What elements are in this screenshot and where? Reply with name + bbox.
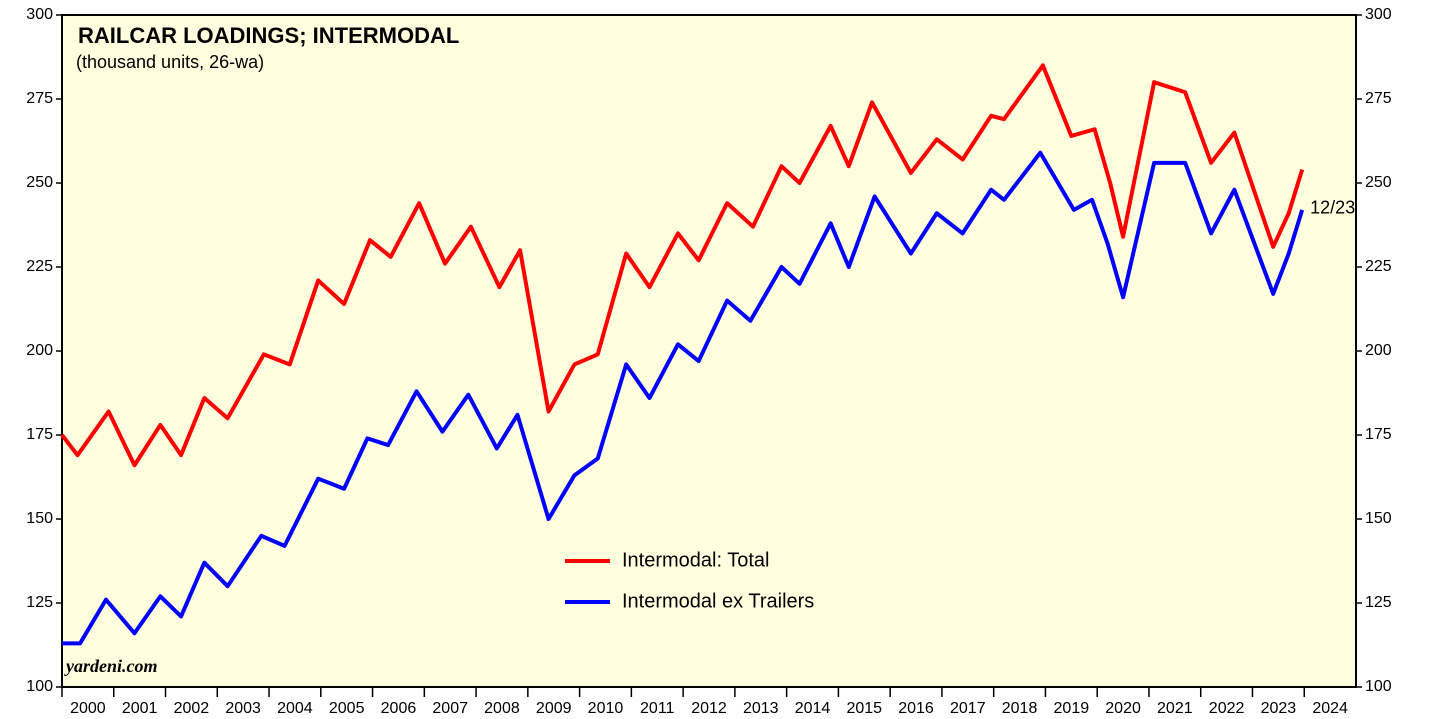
legend-label: Intermodal: Total — [622, 549, 770, 571]
line — [60, 63, 1305, 468]
x-tick-label: 2004 — [277, 700, 313, 717]
x-tick-label: 2021 — [1157, 700, 1193, 717]
y2-tick-label: 100 — [1365, 678, 1392, 695]
y-tick-label: 250 — [26, 174, 53, 191]
x-tick-label: 2001 — [122, 700, 158, 717]
chart-subtitle: (thousand units, 26-wa) — [76, 52, 264, 72]
x-tick-label: 2005 — [329, 700, 365, 717]
y-tick-label: 275 — [26, 90, 53, 107]
x-tick-label: 2024 — [1312, 700, 1348, 717]
x-tick-label: 2017 — [950, 700, 986, 717]
y2-tick-label: 225 — [1365, 258, 1392, 275]
source: yardeni.com — [64, 656, 158, 676]
y-tick-label: 175 — [26, 426, 53, 443]
plot-background — [62, 15, 1356, 687]
x-tick-label: 2011 — [640, 700, 675, 717]
line — [62, 150, 1305, 646]
y2-tick-label: 200 — [1365, 342, 1392, 359]
legend-label: Intermodal ex Trailers — [622, 590, 814, 612]
x-tick-label: 2007 — [432, 700, 468, 717]
x-tick-label: 2010 — [588, 700, 624, 717]
x-tick-label: 2018 — [1002, 700, 1038, 717]
x-tick-label: 2002 — [174, 700, 210, 717]
x-tick-label: 2015 — [846, 700, 882, 717]
y-tick-label: 125 — [26, 594, 53, 611]
y2-tick-label: 175 — [1365, 426, 1392, 443]
x-tick-label: 2014 — [795, 700, 831, 717]
x-tick-label: 2022 — [1209, 700, 1245, 717]
y2-tick-label: 150 — [1365, 510, 1392, 527]
x-tick-label: 2009 — [536, 700, 572, 717]
x-tick-label: 2006 — [381, 700, 417, 717]
x-tick-label: 2008 — [484, 700, 520, 717]
y-tick-label: 225 — [26, 258, 53, 275]
x-tick-label: 2013 — [743, 700, 779, 717]
y-tick-label: 300 — [26, 6, 53, 23]
x-tick-label: 2019 — [1054, 700, 1090, 717]
y-tick-label: 150 — [26, 510, 53, 527]
annotation: 12/23 — [1310, 198, 1355, 218]
plot-frame — [61, 14, 1357, 688]
x-tick-label: 2003 — [225, 700, 261, 717]
x-tick-label: 2000 — [70, 700, 106, 717]
chart-title: RAILCAR LOADINGS; INTERMODAL — [78, 23, 459, 48]
y2-tick-label: 125 — [1365, 594, 1392, 611]
x-tick-label: 2012 — [691, 700, 727, 717]
x-tick-label: 2020 — [1105, 700, 1141, 717]
y2-tick-label: 300 — [1365, 6, 1392, 23]
y-tick-label: 200 — [26, 342, 53, 359]
x-tick-label: 2023 — [1261, 700, 1297, 717]
y-tick-label: 100 — [26, 678, 53, 695]
y2-tick-label: 275 — [1365, 90, 1392, 107]
y2-tick-label: 250 — [1365, 174, 1392, 191]
x-tick-label: 2016 — [898, 700, 934, 717]
